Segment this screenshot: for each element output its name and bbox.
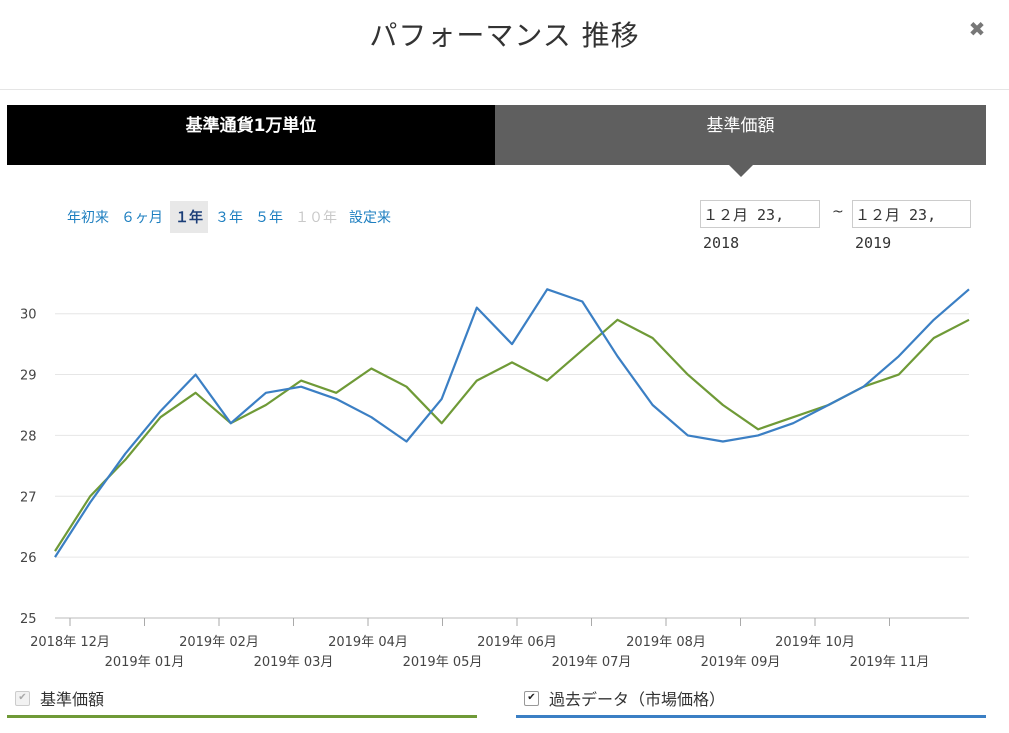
legend-nav[interactable]: ✔ 基準価額 [15,686,104,710]
range-3y[interactable]: ３年 [215,210,243,226]
y-axis-labels: 25 26 27 28 29 30 [20,308,37,627]
y-tick-label: 25 [20,612,37,627]
active-tab-indicator [729,165,753,177]
performance-chart[interactable]: 25 26 27 28 29 30 2018年 12月 2019年 01月 2019年 02月… [0,240,1009,680]
x-tick-label: 2019年 10月 [775,635,855,650]
x-axis: 2018年 12月 2019年 01月 2019年 02月 2019年 03月 2019… [30,618,929,670]
checkbox-nav[interactable]: ✔ [15,690,30,706]
chart-grid [55,313,969,619]
x-tick-label: 2019年 03月 [254,655,334,670]
range-since-inception[interactable]: 設定来 [349,210,391,226]
x-tick-label: 2019年 07月 [552,655,632,670]
y-tick-label: 26 [20,551,37,566]
x-tick-label: 2019年 08月 [626,635,706,650]
x-tick-label: 2019年 09月 [701,655,781,670]
tab-currency-unit[interactable]: 基準通貨1万単位 [7,105,495,165]
checkbox-market-price[interactable]: ✔ [524,690,539,706]
range-selector: 年初来 ６ヶ月 １年 ３年 ５年 １０年 設定来 [62,201,398,233]
close-icon[interactable]: ✖ [968,17,986,41]
x-tick-label: 2019年 05月 [403,655,483,670]
date-separator: ~ [832,204,844,220]
series-line-nav [54,318,970,552]
title-divider [0,89,1009,90]
range-ytd[interactable]: 年初来 [67,210,109,226]
range-1y[interactable]: １年 [170,201,208,233]
legend-market-price[interactable]: ✔ 過去データ（市場価格） [524,686,725,710]
modal-title: パフォーマンス 推移 [369,19,640,52]
x-tick-label: 2019年 11月 [850,655,930,670]
date-from-input[interactable]: １２月 23, 2018 [700,200,820,252]
chart-series [54,288,970,558]
legend-market-price-label: 過去データ（市場価格） [549,690,726,709]
x-tick-label: 2019年 01月 [105,655,185,670]
y-tick-label: 27 [20,490,37,505]
date-to-input[interactable]: １２月 23, 2019 [852,200,971,252]
range-10y: １０年 [295,210,337,226]
legend-nav-underline [7,715,477,718]
legend-market-price-underline [516,715,986,718]
y-tick-label: 29 [20,369,37,384]
range-5y[interactable]: ５年 [255,210,283,226]
x-tick-label: 2019年 06月 [477,635,557,650]
tab-nav[interactable]: 基準価額 [495,105,986,165]
x-tick-label: 2019年 02月 [179,635,259,650]
x-tick-label: 2018年 12月 [30,635,110,650]
series-line-market-price [54,288,970,558]
range-6m[interactable]: ６ヶ月 [121,210,163,226]
y-tick-label: 28 [20,429,37,444]
legend-nav-label: 基準価額 [40,690,105,709]
x-tick-label: 2019年 04月 [328,635,408,650]
y-tick-label: 30 [20,308,37,323]
